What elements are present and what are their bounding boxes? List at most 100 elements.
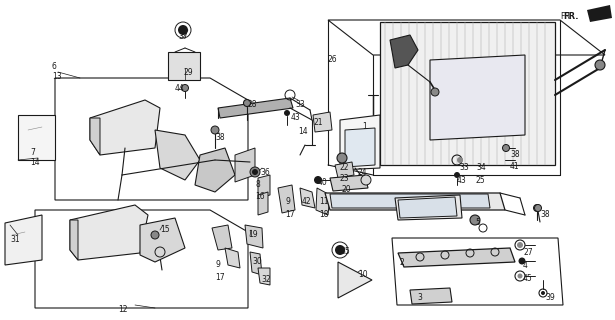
- Circle shape: [250, 167, 260, 177]
- Text: 42: 42: [302, 197, 312, 206]
- Circle shape: [517, 274, 523, 278]
- Text: 18: 18: [319, 210, 328, 219]
- Text: 2: 2: [400, 258, 405, 267]
- Polygon shape: [168, 52, 200, 80]
- Text: 25: 25: [476, 176, 486, 185]
- Polygon shape: [390, 35, 418, 68]
- Text: 21: 21: [313, 118, 322, 127]
- Text: FR.: FR.: [563, 12, 579, 21]
- Text: 39: 39: [545, 293, 555, 302]
- Text: 23: 23: [339, 174, 349, 183]
- Polygon shape: [380, 22, 555, 165]
- Polygon shape: [430, 55, 525, 140]
- Polygon shape: [258, 192, 268, 215]
- Circle shape: [533, 204, 541, 212]
- Text: 41: 41: [510, 162, 520, 171]
- Text: 17: 17: [285, 210, 295, 219]
- Text: 6: 6: [52, 62, 57, 71]
- Text: 17: 17: [215, 273, 224, 282]
- Polygon shape: [258, 175, 270, 198]
- Polygon shape: [90, 118, 100, 155]
- Polygon shape: [398, 197, 457, 218]
- Text: 43: 43: [291, 113, 301, 122]
- Circle shape: [181, 84, 189, 92]
- Text: 9: 9: [285, 197, 290, 206]
- Circle shape: [595, 60, 605, 70]
- Text: 35: 35: [340, 247, 350, 256]
- Polygon shape: [245, 225, 263, 248]
- Circle shape: [314, 176, 322, 184]
- Text: 13: 13: [52, 72, 62, 81]
- Text: 29: 29: [183, 68, 192, 77]
- Polygon shape: [300, 188, 315, 208]
- Text: 40: 40: [318, 178, 328, 187]
- Circle shape: [454, 172, 460, 178]
- Polygon shape: [250, 252, 262, 275]
- Text: 22: 22: [339, 163, 349, 172]
- Polygon shape: [90, 100, 160, 155]
- Circle shape: [252, 169, 258, 175]
- Polygon shape: [338, 262, 372, 298]
- Text: 31: 31: [10, 235, 20, 244]
- Text: 19: 19: [248, 230, 258, 239]
- Text: 45: 45: [523, 274, 533, 283]
- Polygon shape: [316, 188, 330, 215]
- Polygon shape: [335, 162, 354, 178]
- Text: 33: 33: [295, 100, 305, 109]
- Text: 12: 12: [118, 305, 127, 314]
- Polygon shape: [18, 115, 55, 160]
- Circle shape: [518, 258, 525, 265]
- Text: 11: 11: [319, 197, 328, 206]
- Circle shape: [517, 242, 523, 248]
- Circle shape: [534, 204, 541, 212]
- Circle shape: [431, 88, 439, 96]
- Polygon shape: [330, 175, 368, 191]
- Polygon shape: [258, 268, 270, 285]
- Text: 36: 36: [260, 168, 270, 177]
- Text: 38: 38: [215, 133, 224, 142]
- Circle shape: [284, 110, 290, 116]
- Circle shape: [178, 25, 188, 35]
- Polygon shape: [587, 5, 612, 22]
- Text: 24: 24: [358, 168, 368, 177]
- Text: 30: 30: [252, 257, 262, 266]
- Circle shape: [337, 153, 347, 163]
- Text: 15: 15: [160, 225, 170, 234]
- Polygon shape: [395, 195, 462, 220]
- Polygon shape: [398, 248, 515, 267]
- Text: FR.: FR.: [560, 12, 572, 21]
- Text: 9: 9: [215, 260, 220, 269]
- Text: 14: 14: [30, 158, 39, 167]
- Text: 26: 26: [328, 55, 338, 64]
- Text: 44: 44: [175, 84, 184, 93]
- Polygon shape: [212, 225, 232, 250]
- Polygon shape: [235, 148, 255, 182]
- Circle shape: [361, 175, 371, 185]
- Text: 43: 43: [457, 176, 467, 185]
- Text: 14: 14: [298, 127, 308, 136]
- Polygon shape: [340, 115, 380, 170]
- Polygon shape: [313, 112, 332, 132]
- Text: 10: 10: [358, 270, 368, 279]
- Text: 5: 5: [475, 218, 480, 227]
- Circle shape: [335, 245, 345, 255]
- Polygon shape: [70, 205, 148, 260]
- Polygon shape: [195, 148, 235, 192]
- Text: 34: 34: [476, 163, 486, 172]
- Circle shape: [502, 145, 509, 151]
- Circle shape: [541, 291, 545, 295]
- Text: 7: 7: [30, 148, 35, 157]
- Text: 33: 33: [459, 163, 469, 172]
- Text: 20: 20: [342, 185, 352, 194]
- Polygon shape: [410, 288, 452, 304]
- Text: 38: 38: [510, 150, 520, 159]
- Text: 1: 1: [362, 122, 367, 131]
- Polygon shape: [325, 193, 505, 210]
- Circle shape: [155, 247, 165, 257]
- Polygon shape: [278, 185, 295, 213]
- Text: 16: 16: [255, 192, 264, 201]
- Circle shape: [244, 100, 250, 107]
- Text: 8: 8: [255, 180, 260, 189]
- Text: 32: 32: [261, 275, 271, 284]
- Text: 27: 27: [523, 248, 533, 257]
